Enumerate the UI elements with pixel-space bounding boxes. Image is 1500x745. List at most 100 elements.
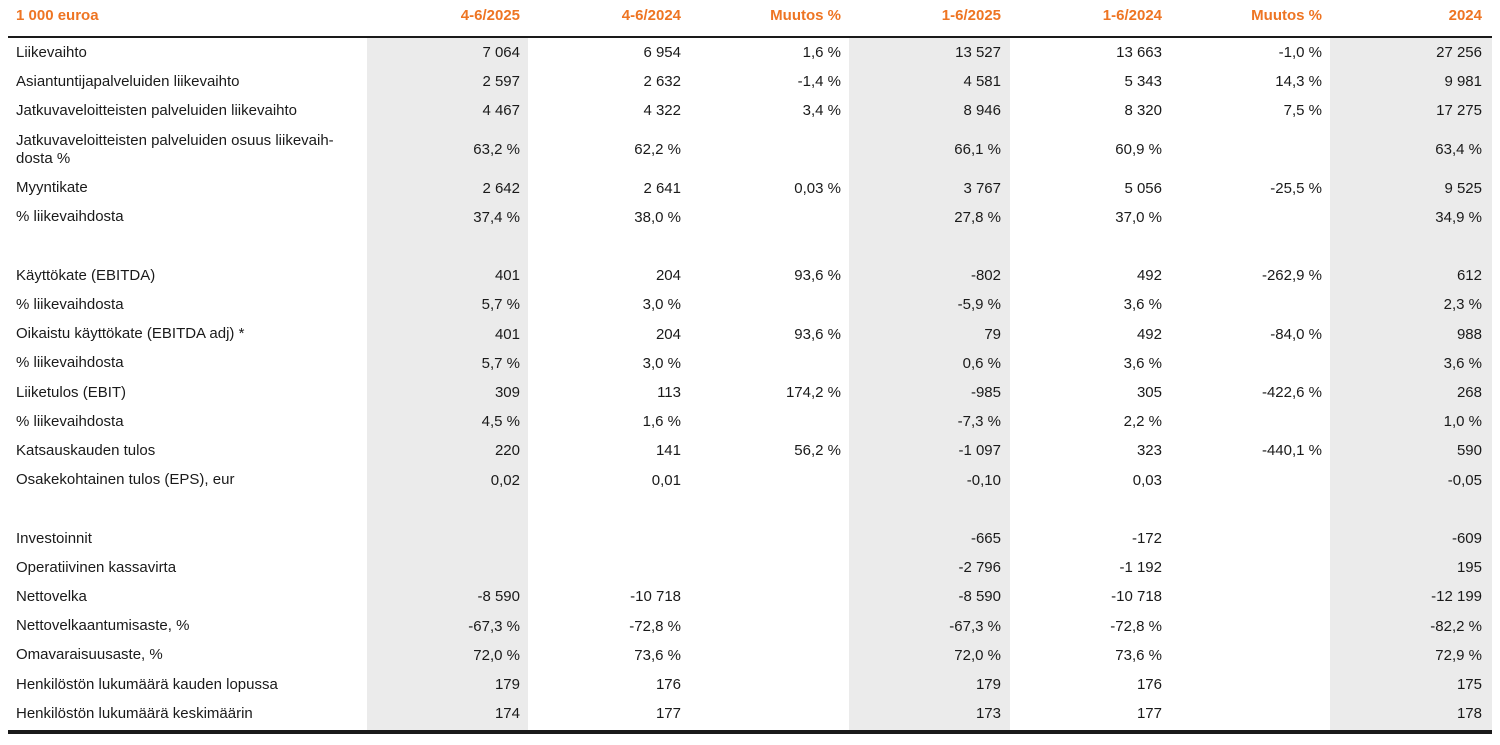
row-label: % liikevaihdosta bbox=[16, 208, 124, 226]
cell-q2-2025 bbox=[368, 524, 520, 553]
cell-h1-2025: -985 bbox=[970, 384, 1001, 402]
cell-q2-2025: 4 467 bbox=[482, 102, 520, 120]
cell-q2-2025: 7 064 bbox=[482, 44, 520, 62]
header-h1-2025: 1-6/2025 bbox=[941, 7, 1001, 24]
cell-h1-2025: 4 581 bbox=[963, 73, 1001, 91]
table-row: Jatkuvaveloitteisten palveluiden liikeva… bbox=[8, 96, 1492, 125]
cell-change-q2 bbox=[689, 349, 841, 378]
cell-h1-2024: 176 bbox=[1136, 676, 1162, 694]
cell-q2-2024: 3,0 % bbox=[642, 296, 681, 314]
cell-change-h1 bbox=[1170, 232, 1322, 261]
cell-change-q2: -1,4 % bbox=[797, 73, 841, 91]
cell-year-2024: 34,9 % bbox=[1435, 208, 1482, 226]
shade-column-q2-2025 bbox=[367, 37, 528, 731]
cell-h1-2024 bbox=[1010, 495, 1162, 524]
cell-h1-2025: 72,0 % bbox=[954, 646, 1001, 664]
cell-h1-2025: -7,3 % bbox=[957, 413, 1001, 431]
cell-h1-2024: 2,2 % bbox=[1123, 413, 1162, 431]
row-label: Nettovelkaantumisaste, % bbox=[16, 617, 190, 635]
cell-h1-2025: -802 bbox=[970, 267, 1001, 285]
row-label: Osakekohtainen tulos (EPS), eur bbox=[16, 471, 235, 489]
cell-year-2024: 27 256 bbox=[1436, 44, 1482, 62]
cell-change-h1: -440,1 % bbox=[1261, 442, 1322, 460]
cell-change-h1 bbox=[1170, 407, 1322, 436]
cell-h1-2024: -72,8 % bbox=[1110, 617, 1162, 635]
cell-change-h1 bbox=[1170, 699, 1322, 728]
table-row: Henkilöstön lukumäärä keskimäärin 174 177 1… bbox=[8, 699, 1492, 728]
cell-h1-2024: -172 bbox=[1131, 530, 1162, 548]
shade-column-h1-2025 bbox=[849, 37, 1010, 731]
cell-q2-2025: 2 597 bbox=[482, 73, 520, 91]
cell-change-q2 bbox=[689, 699, 841, 728]
cell-h1-2025: 66,1 % bbox=[954, 141, 1001, 159]
table-row: Omavaraisuusaste, % 72,0 % 73,6 % 72,0 % 73,… bbox=[8, 641, 1492, 670]
cell-h1-2024: 73,6 % bbox=[1115, 646, 1162, 664]
cell-q2-2024: 62,2 % bbox=[634, 141, 681, 159]
cell-q2-2025: -67,3 % bbox=[468, 617, 520, 635]
header-q2-2024: 4-6/2024 bbox=[621, 7, 681, 24]
table-row: % liikevaihdosta 5,7 % 3,0 % -5,9 % 3,6 % 2,3… bbox=[8, 290, 1492, 319]
cell-year-2024 bbox=[1330, 495, 1482, 524]
table-row: Liiketulos (EBIT) 309 113 174,2 % -985 305 -42… bbox=[8, 378, 1492, 407]
cell-year-2024: 1,0 % bbox=[1443, 413, 1482, 431]
cell-year-2024: 195 bbox=[1456, 559, 1482, 577]
cell-change-h1 bbox=[1170, 612, 1322, 641]
header-h1-2024: 1-6/2024 bbox=[1102, 7, 1162, 24]
cell-year-2024: 612 bbox=[1456, 267, 1482, 285]
row-label: % liikevaihdosta bbox=[16, 295, 124, 313]
cell-h1-2024: 305 bbox=[1136, 384, 1162, 402]
cell-h1-2024: 5 056 bbox=[1124, 179, 1162, 197]
table-row: Käyttökate (EBITDA) 401 204 93,6 % -802 492 -2… bbox=[8, 261, 1492, 290]
cell-change-q2: 0,03 % bbox=[794, 179, 841, 197]
cell-h1-2024: -10 718 bbox=[1111, 588, 1162, 606]
cell-h1-2025: -2 796 bbox=[958, 559, 1001, 577]
cell-year-2024: 9 981 bbox=[1444, 73, 1482, 91]
cell-q2-2024: 4 322 bbox=[643, 102, 681, 120]
cell-h1-2024: 60,9 % bbox=[1115, 141, 1162, 159]
cell-change-h1 bbox=[1170, 495, 1322, 524]
cell-q2-2025: 4,5 % bbox=[481, 413, 520, 431]
cell-q2-2024: -72,8 % bbox=[629, 617, 681, 635]
cell-q2-2025 bbox=[368, 232, 520, 261]
row-label: Investoinnit bbox=[16, 529, 92, 547]
cell-change-h1 bbox=[1170, 641, 1322, 670]
kpi-table: 1 000 euroa 4-6/2025 4-6/2024 Muutos % 1… bbox=[8, 0, 1492, 745]
cell-change-q2 bbox=[689, 466, 841, 495]
cell-year-2024: -609 bbox=[1451, 530, 1482, 548]
cell-change-h1: -25,5 % bbox=[1270, 179, 1322, 197]
row-label: % liikevaihdosta bbox=[16, 354, 124, 372]
cell-year-2024: 178 bbox=[1456, 705, 1482, 723]
row-label: Katsauskauden tulos bbox=[16, 441, 156, 459]
cell-change-q2: 1,6 % bbox=[802, 44, 841, 62]
cell-q2-2024 bbox=[529, 495, 681, 524]
cell-change-q2: 3,4 % bbox=[802, 102, 841, 120]
cell-change-q2 bbox=[689, 203, 841, 232]
row-label bbox=[16, 232, 366, 261]
header-q2-2025: 4-6/2025 bbox=[460, 7, 520, 24]
row-label: Liikevaihto bbox=[16, 43, 87, 61]
cell-change-q2 bbox=[689, 582, 841, 611]
cell-q2-2025: 401 bbox=[494, 325, 520, 343]
cell-q2-2025: 309 bbox=[494, 384, 520, 402]
row-label: Nettovelka bbox=[16, 587, 87, 605]
cell-change-q2 bbox=[689, 670, 841, 699]
cell-q2-2025: 174 bbox=[494, 705, 520, 723]
cell-year-2024: 2,3 % bbox=[1443, 296, 1482, 314]
cell-h1-2024: 492 bbox=[1136, 267, 1162, 285]
table-row: Myyntikate 2 642 2 641 0,03 % 3 767 5 056 -25,… bbox=[8, 174, 1492, 203]
cell-change-q2 bbox=[689, 495, 841, 524]
cell-h1-2024: 13 663 bbox=[1116, 44, 1162, 62]
row-label: Oikaistu käyttökate (EBITDA adj) * bbox=[16, 325, 245, 343]
cell-year-2024: 3,6 % bbox=[1443, 354, 1482, 372]
cell-h1-2024: 3,6 % bbox=[1123, 296, 1162, 314]
cell-change-h1: 7,5 % bbox=[1283, 102, 1322, 120]
cell-change-q2 bbox=[689, 232, 841, 261]
cell-h1-2025: 179 bbox=[975, 676, 1001, 694]
footer-rule bbox=[8, 730, 1492, 734]
table-row: Katsauskauden tulos 220 141 56,2 % -1 097 323… bbox=[8, 436, 1492, 465]
table-row: % liikevaihdosta 37,4 % 38,0 % 27,8 % 37,0 %… bbox=[8, 203, 1492, 232]
cell-change-q2 bbox=[689, 612, 841, 641]
cell-h1-2025: -0,10 bbox=[966, 471, 1001, 489]
cell-h1-2024: 323 bbox=[1136, 442, 1162, 460]
row-label: Käyttökate (EBITDA) bbox=[16, 266, 156, 284]
